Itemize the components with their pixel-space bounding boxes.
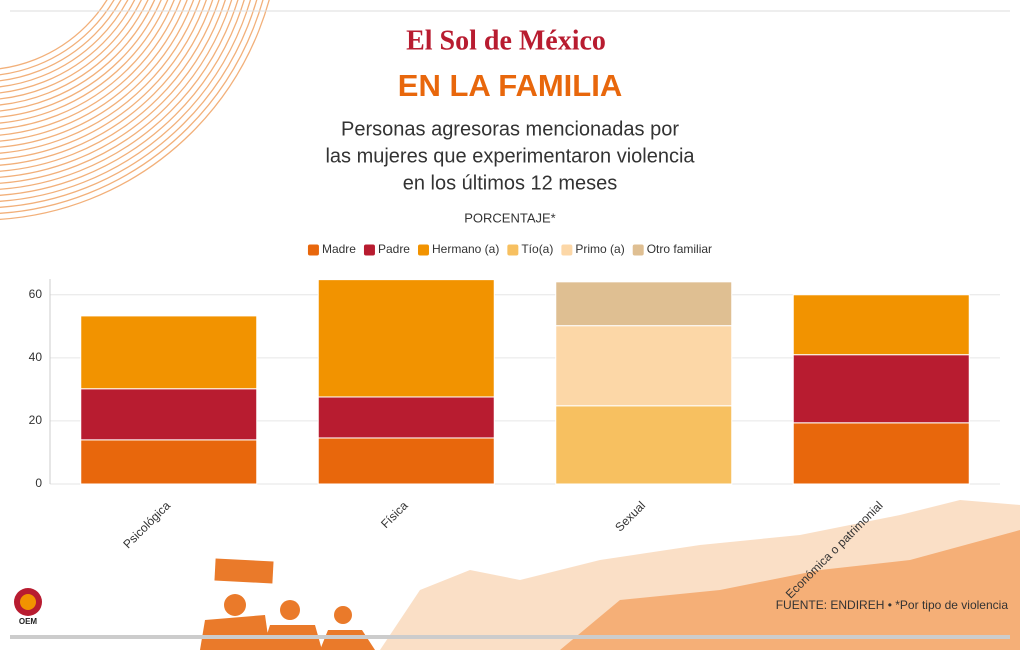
y-tick-label: 0 — [35, 476, 42, 490]
brand-logo: El Sol de México — [406, 25, 606, 56]
legend-item: Tío(a) — [507, 242, 553, 256]
y-tick-label: 20 — [29, 413, 43, 427]
x-tick-label: Sexual — [612, 498, 648, 534]
legend-item: Primo (a) — [561, 242, 625, 256]
legend-label: Padre — [378, 242, 410, 256]
legend-swatch — [417, 244, 429, 256]
y-axis-label: PORCENTAJE* — [464, 210, 556, 225]
legend-swatch — [507, 244, 519, 256]
bar-segment — [80, 315, 258, 390]
bar-segment — [555, 281, 733, 327]
y-tick-label: 60 — [29, 287, 43, 301]
decoration-arcs — [0, 0, 270, 220]
paper-texture — [560, 530, 1020, 650]
bar-segment — [317, 279, 495, 398]
legend-label: Tío(a) — [521, 242, 553, 256]
source-note: FUENTE: ENDIREH • *Por tipo de violencia — [776, 598, 1009, 612]
x-tick-label: Física — [378, 498, 411, 531]
legend-item: Otro familiar — [632, 242, 712, 256]
chart-subtitle: las mujeres que experimentaron violencia — [325, 145, 695, 167]
chart-subtitle: en los últimos 12 meses — [403, 172, 618, 194]
bar-segment — [555, 325, 733, 407]
bar-segment — [80, 439, 258, 485]
legend-swatch — [363, 244, 375, 256]
legend-item: Madre — [307, 242, 356, 256]
y-tick-label: 40 — [29, 350, 43, 364]
legend-label: Otro familiar — [647, 242, 712, 256]
legend-label: Madre — [322, 242, 356, 256]
oem-emblem — [20, 594, 36, 610]
bar-segment — [792, 354, 970, 424]
bar-segment — [317, 437, 495, 485]
legend-swatch — [307, 244, 319, 256]
legend-swatch — [632, 244, 644, 256]
chart-subtitle: Personas agresoras mencionadas por — [341, 118, 679, 140]
legend-item: Padre — [363, 242, 410, 256]
footer-logo: OEM — [19, 617, 38, 626]
x-tick-label: Psicológica — [120, 498, 173, 551]
bar-segment — [555, 405, 733, 485]
bar-segment — [80, 388, 258, 441]
legend-item: Hermano (a) — [417, 242, 499, 256]
legend-swatch — [561, 244, 573, 256]
legend-label: Primo (a) — [575, 242, 624, 256]
bar-segment — [317, 396, 495, 439]
bar-segment — [792, 294, 970, 356]
bar-segment — [792, 422, 970, 485]
legend-label: Hermano (a) — [432, 242, 499, 256]
chart-title: EN LA FAMILIA — [398, 68, 622, 103]
